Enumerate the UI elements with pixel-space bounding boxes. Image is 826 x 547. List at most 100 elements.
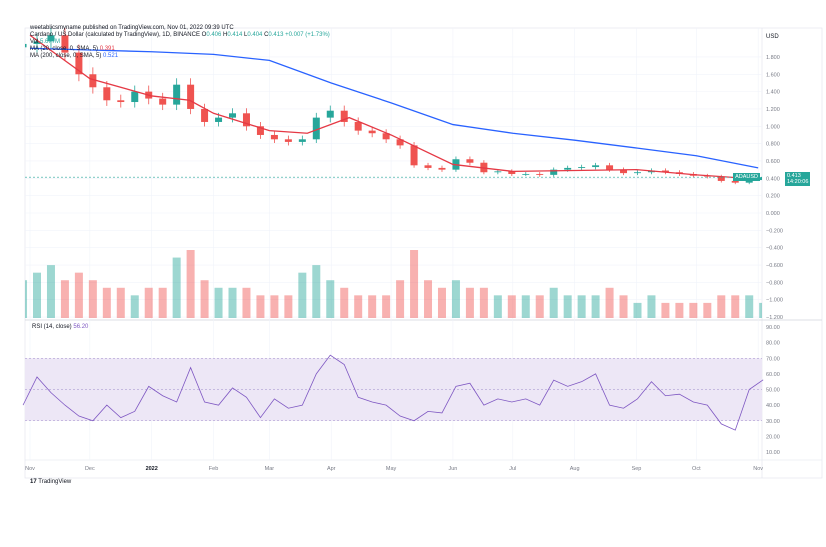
volume-bar <box>340 287 349 318</box>
y-tick-label: 0.000 <box>766 211 780 217</box>
y-tick-label: 0.800 <box>766 142 780 148</box>
candle-body <box>103 87 111 101</box>
volume-bar <box>25 280 28 318</box>
rsi-label[interactable]: RSI (14, close) <box>32 324 72 330</box>
x-tick-label: Sep <box>632 466 642 472</box>
rsi-tick-label: 50.00 <box>766 388 780 394</box>
x-tick-label: Aug <box>570 466 580 472</box>
y-tick-label: −0.600 <box>766 263 783 269</box>
candle-body <box>47 35 55 42</box>
volume-bar <box>382 295 391 318</box>
volume-bar <box>759 302 762 318</box>
candle-body <box>396 139 404 146</box>
y-tick-label: −0.200 <box>766 228 783 234</box>
candle-body <box>564 167 572 170</box>
volume-bar <box>158 287 167 318</box>
y-tick-label: −1.200 <box>766 315 783 321</box>
volume-bar <box>186 250 195 318</box>
candle-body <box>745 180 753 183</box>
currency-label: USD <box>766 34 779 40</box>
chart-frame <box>24 27 823 479</box>
volume-bar <box>396 280 405 318</box>
volume-bar <box>661 302 670 318</box>
rsi-value: 56.20 <box>73 324 89 330</box>
volume-bar <box>535 295 544 318</box>
vol-value: 5.677M <box>40 39 61 45</box>
volume-bar <box>605 287 614 318</box>
rsi-tick-label: 30.00 <box>766 419 780 425</box>
candle-body <box>759 177 762 181</box>
volume-bar <box>242 287 251 318</box>
volume-bar <box>228 287 237 318</box>
ma200-label[interactable]: MA (200, close, 0, SMA, 5) <box>30 53 102 59</box>
x-tick-label: 2022 <box>146 466 158 472</box>
volume-bar <box>60 280 69 318</box>
candle-body <box>508 171 516 174</box>
candle-body <box>368 130 376 134</box>
candle-body <box>131 91 139 103</box>
candle-body <box>215 117 223 122</box>
volume-bar <box>130 295 139 318</box>
candle-body <box>424 165 432 168</box>
x-tick-label: Nov <box>25 466 35 472</box>
volume-bar <box>507 295 516 318</box>
ma20-label[interactable]: MA (20, close, 0, SMA, 5) <box>30 46 99 52</box>
publisher-line: weetablicsmyname published on TradingVie… <box>30 25 234 31</box>
volume-bar <box>102 287 111 318</box>
volume-bar <box>200 280 209 318</box>
rsi-legend: RSI (14, close) 56.20 <box>32 324 88 330</box>
x-tick-label: Feb <box>209 466 218 472</box>
rsi-tick-label: 10.00 <box>766 450 780 456</box>
volume-bar <box>591 295 600 318</box>
candle-body <box>25 43 27 48</box>
candle-body <box>633 172 641 174</box>
y-tick-label: 0.400 <box>766 176 780 182</box>
candle-body <box>731 180 739 183</box>
tradingview-logo[interactable]: 17 TradingView <box>30 479 71 485</box>
volume-bar <box>33 272 41 318</box>
volume-bar <box>270 295 279 318</box>
volume-bar <box>549 287 558 318</box>
candle-body <box>270 134 278 140</box>
candle-body <box>229 113 237 118</box>
symbol-line[interactable]: Cardano / US Dollar (calculated by Tradi… <box>30 32 200 38</box>
candle-body <box>61 35 69 53</box>
volume-bar <box>521 295 530 318</box>
volume-bar <box>465 287 474 318</box>
volume-bar <box>717 295 726 318</box>
candle-body <box>256 126 264 135</box>
vol-label[interactable]: Vol <box>30 39 39 45</box>
ohlc-c: 0.413 <box>268 32 284 38</box>
candle-body <box>312 117 320 140</box>
volume-bar <box>563 295 572 318</box>
candle-body <box>89 74 97 88</box>
volume-bar <box>451 280 460 318</box>
rsi-tick-label: 60.00 <box>766 372 780 378</box>
candle-body <box>620 169 628 174</box>
ohlc-l-label: L <box>244 32 248 38</box>
x-tick-label: Oct <box>692 466 701 472</box>
candle-body <box>606 165 614 170</box>
volume-bar <box>144 287 153 318</box>
branding-text: TradingView <box>38 479 72 485</box>
volume-bar <box>745 295 754 318</box>
y-tick-label: −0.400 <box>766 246 783 252</box>
volume-bar <box>74 272 83 318</box>
candle-body <box>382 133 390 140</box>
x-tick-label: Dec <box>85 466 95 472</box>
volume-bar <box>493 295 502 318</box>
volume-bar <box>354 295 363 318</box>
candle-body <box>33 41 41 44</box>
price-tag-price: 0.413 <box>787 173 801 179</box>
candle-body <box>494 171 502 173</box>
y-tick-label: −0.800 <box>766 280 783 286</box>
volume-bar <box>424 280 433 318</box>
candle-body <box>522 173 530 175</box>
candle-body <box>75 52 83 75</box>
volume-bar <box>214 287 223 318</box>
volume-bar <box>619 295 628 318</box>
candle-body <box>536 173 544 175</box>
x-tick-label: May <box>386 466 397 472</box>
price-tag-symbol: ADAUSD <box>733 173 760 181</box>
